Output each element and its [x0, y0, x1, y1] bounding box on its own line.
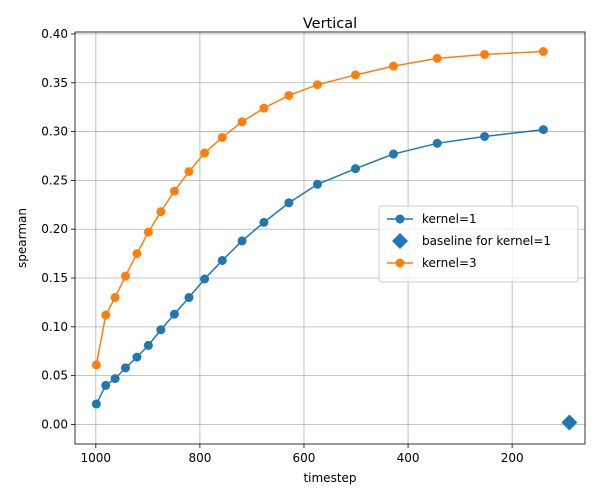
data-point-kernel-1 — [184, 293, 194, 303]
data-point-kernel-3 — [120, 271, 130, 281]
y-tick-label: 0.30 — [41, 125, 68, 139]
series-baseline-for-kernel-1 — [561, 414, 578, 431]
data-point-kernel-1 — [284, 198, 294, 208]
legend-box — [378, 205, 579, 283]
data-point-kernel-3 — [200, 148, 210, 158]
y-tick-label: 0.35 — [41, 76, 68, 90]
legend-item-kernel-1: kernel=1 — [387, 212, 477, 226]
data-point-kernel-3 — [388, 61, 398, 71]
y-tick-label: 0.15 — [41, 271, 68, 285]
legend-label: baseline for kernel=1 — [422, 234, 551, 248]
legend-item-baseline-for-kernel-1: baseline for kernel=1 — [392, 233, 551, 249]
data-point-kernel-1 — [101, 380, 111, 390]
data-point-kernel-1 — [156, 325, 166, 335]
data-point-kernel-3 — [237, 117, 247, 127]
legend: kernel=1 baseline for kernel=1 kernel=3 — [378, 205, 579, 283]
series-layer — [91, 47, 578, 431]
data-point-kernel-3 — [284, 90, 294, 100]
data-point-kernel-1 — [388, 149, 398, 159]
x-tick-label: 1000 — [81, 451, 112, 465]
y-tick-label: 0.25 — [41, 173, 68, 187]
data-point-kernel-1 — [538, 125, 548, 135]
y-tick-label: 0.10 — [41, 320, 68, 334]
data-point-kernel-1 — [217, 255, 227, 265]
data-point-baseline-for-kernel-1 — [561, 414, 578, 431]
axis-ticks: 1000 800 600 400 200 0.00 0.05 0.10 0.15 0.20 0.25… — [41, 27, 523, 465]
plot-frame — [74, 31, 586, 445]
legend-marker-swatch — [395, 214, 405, 224]
chart-title: Vertical — [303, 16, 357, 32]
y-tick-label: 0.20 — [41, 222, 68, 236]
data-point-kernel-1 — [200, 274, 210, 284]
data-point-kernel-3 — [313, 80, 323, 90]
series-kernel-3 — [91, 47, 548, 370]
data-point-kernel-3 — [259, 103, 269, 113]
data-point-kernel-1 — [351, 164, 360, 174]
data-point-kernel-3 — [538, 47, 548, 57]
data-point-kernel-3 — [351, 70, 360, 80]
series-kernel-1 — [91, 125, 548, 409]
data-point-kernel-3 — [432, 53, 442, 63]
data-point-kernel-1 — [91, 399, 101, 409]
data-point-kernel-1 — [110, 374, 120, 384]
legend-label: kernel=1 — [422, 212, 477, 226]
legend-item-kernel-3: kernel=3 — [387, 256, 477, 270]
data-point-kernel-3 — [101, 310, 111, 320]
data-point-kernel-1 — [432, 138, 442, 148]
legend-marker-swatch — [395, 258, 405, 268]
y-tick-label: 0.00 — [41, 417, 68, 431]
y-axis-title: spearman — [15, 208, 29, 268]
data-point-kernel-1 — [237, 236, 247, 246]
data-point-kernel-3 — [132, 249, 142, 259]
x-axis-title: timestep — [303, 471, 356, 485]
legend-marker-swatch — [392, 233, 408, 249]
data-point-kernel-1 — [313, 179, 323, 189]
data-point-kernel-3 — [169, 186, 179, 196]
data-point-kernel-1 — [480, 131, 490, 141]
data-point-kernel-3 — [184, 167, 194, 177]
data-point-kernel-3 — [91, 360, 101, 370]
data-point-kernel-1 — [169, 309, 179, 319]
data-point-kernel-3 — [143, 227, 153, 237]
x-tick-label: 800 — [188, 451, 211, 465]
y-tick-label: 0.05 — [41, 369, 68, 383]
x-tick-label: 600 — [293, 451, 316, 465]
y-tick-label: 0.40 — [41, 27, 68, 41]
data-point-kernel-1 — [120, 363, 130, 373]
data-point-kernel-3 — [156, 207, 166, 217]
data-point-kernel-3 — [480, 49, 490, 59]
x-tick-label: 200 — [501, 451, 524, 465]
data-point-kernel-3 — [217, 132, 227, 142]
data-point-kernel-1 — [143, 340, 153, 350]
data-point-kernel-3 — [110, 293, 120, 303]
data-point-kernel-1 — [259, 217, 269, 227]
legend-label: kernel=3 — [422, 256, 477, 270]
x-tick-label: 400 — [397, 451, 420, 465]
data-point-kernel-1 — [132, 352, 142, 362]
